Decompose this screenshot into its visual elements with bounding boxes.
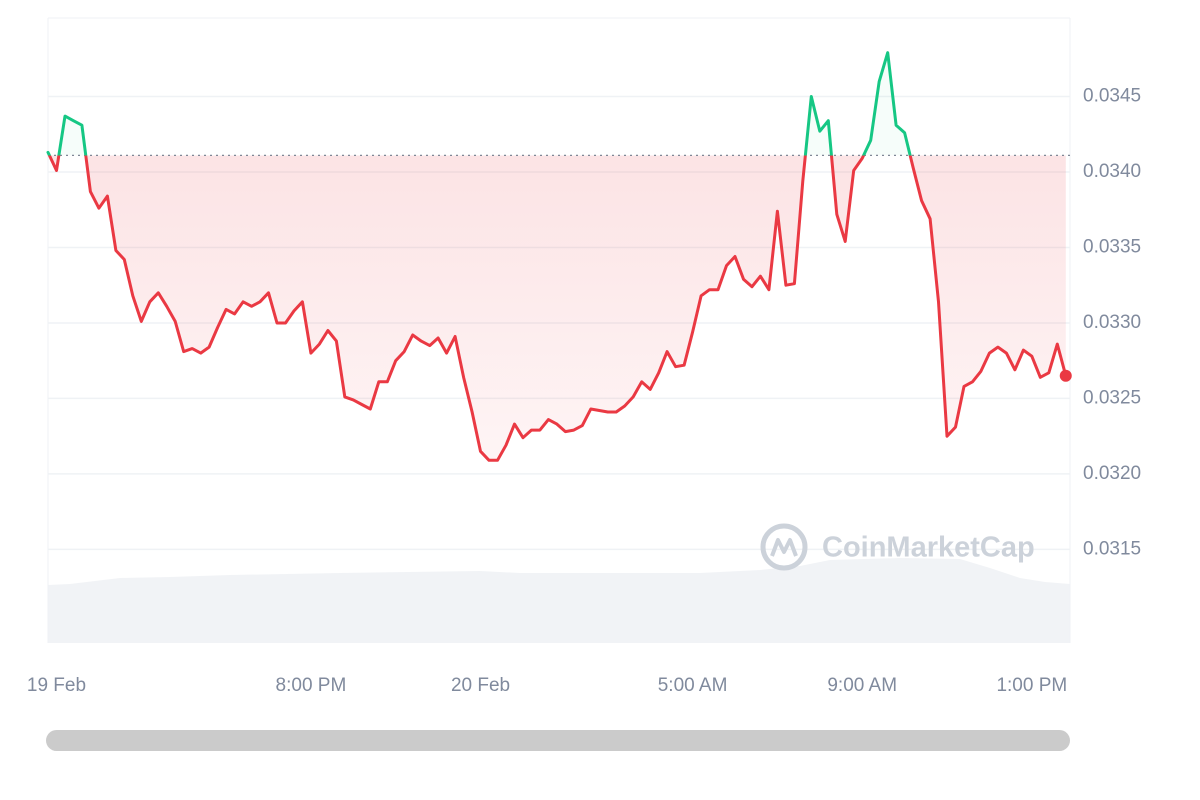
last-price-dot [1059,369,1072,382]
x-tick-label: 5:00 AM [658,675,728,696]
y-tick-label: 0.0330 [1083,312,1141,333]
y-tick-label: 0.0340 [1083,161,1141,182]
x-tick-label: 1:00 PM [996,675,1067,696]
volume-background [48,558,1070,643]
x-tick-label: 19 Feb [27,675,86,696]
y-tick-label: 0.0335 [1083,236,1141,257]
x-tick-label: 9:00 AM [827,675,897,696]
y-tick-label: 0.0345 [1083,86,1141,107]
y-tick-label: 0.0315 [1083,538,1141,559]
x-tick-label: 8:00 PM [276,675,347,696]
watermark-logo-mark [770,538,798,557]
y-tick-label: 0.0325 [1083,387,1141,408]
plot [46,51,1072,462]
price-area [48,52,1066,461]
watermark-text: CoinMarketCap [822,532,1035,564]
x-tick-label: 20 Feb [451,675,510,696]
watermark: CoinMarketCap [760,523,1035,571]
watermark-logo [760,523,808,571]
scrollbar[interactable] [46,730,1070,751]
price-line [46,51,1068,462]
y-tick-label: 0.0320 [1083,463,1141,484]
